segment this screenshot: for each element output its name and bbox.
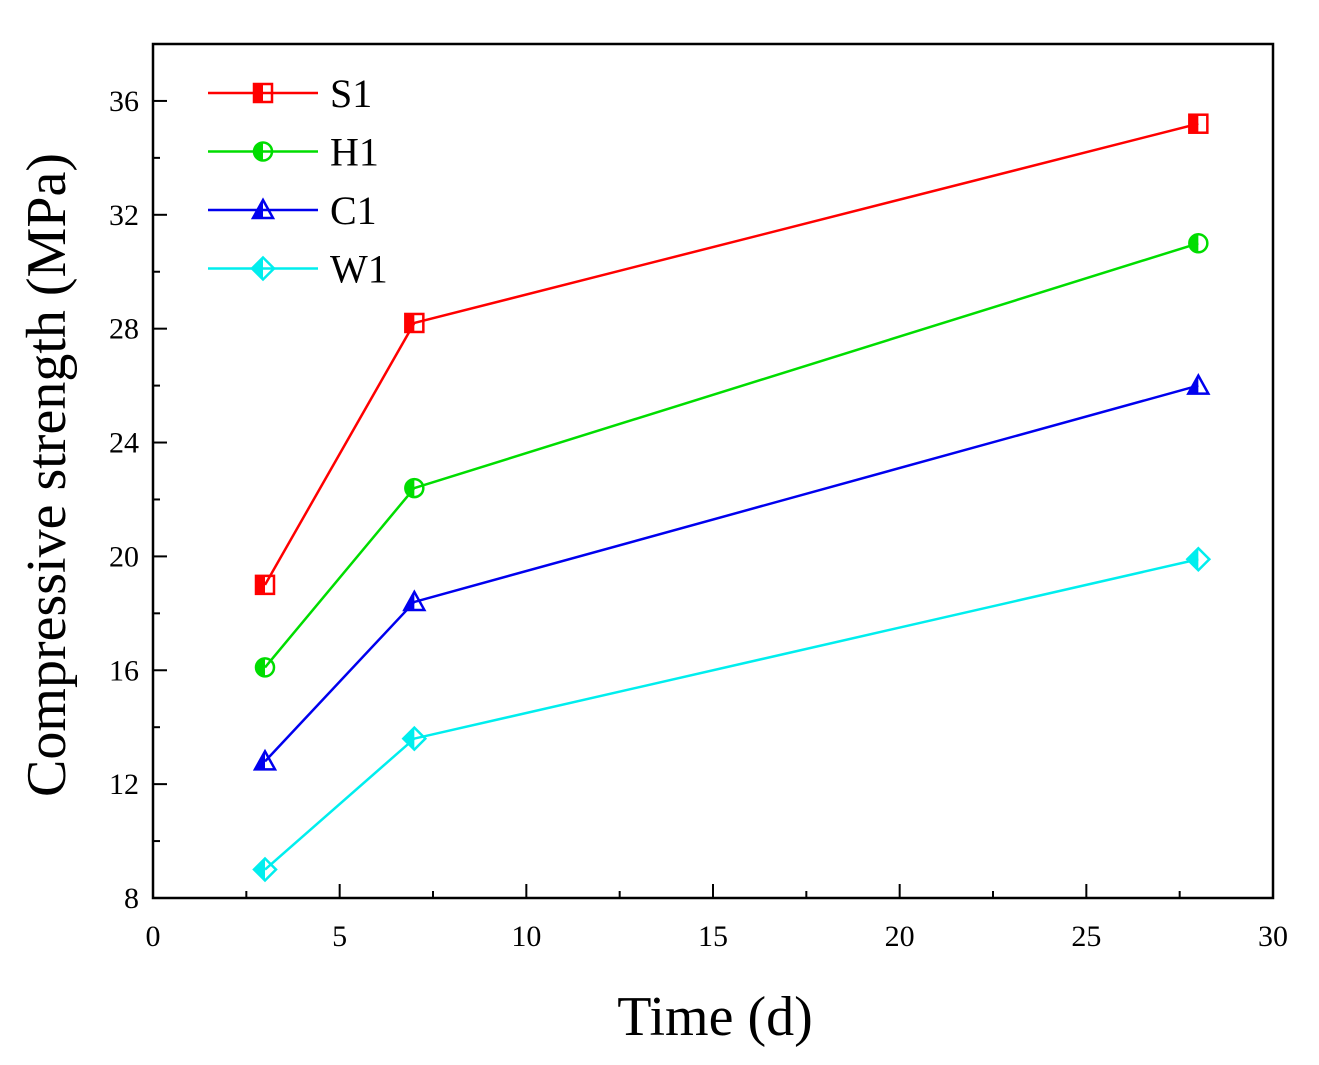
- data-point-w1: [401, 725, 428, 752]
- legend-label-c1: C1: [330, 188, 377, 233]
- legend-label-h1: H1: [330, 130, 379, 175]
- marker-fill: [1189, 114, 1199, 133]
- legend: S1 H1 C1 W1: [208, 71, 388, 292]
- marker-outline: [402, 589, 427, 612]
- series-line-w1: [264, 558, 1199, 871]
- marker-fill: [254, 84, 263, 102]
- y-tick-label: 12: [109, 768, 139, 801]
- marker-outline: [1188, 233, 1209, 254]
- marker-outline: [1188, 113, 1209, 134]
- series-line-c1: [264, 384, 1199, 763]
- data-point-c1: [402, 589, 427, 612]
- marker-outline: [401, 725, 428, 752]
- data-point-c1: [252, 748, 278, 771]
- plot-frame: [151, 42, 1275, 900]
- marker-outline: [252, 856, 278, 883]
- legend-marker-c1: [250, 197, 276, 220]
- marker-fill: [403, 727, 415, 750]
- data-point-s1: [404, 312, 425, 334]
- marker-outline: [1185, 546, 1212, 573]
- marker-fill: [405, 313, 415, 332]
- y-tick-label: 32: [109, 199, 139, 232]
- y-tick-label: 8: [124, 882, 139, 915]
- marker-outline: [254, 657, 276, 678]
- x-tick-label: 25: [1071, 920, 1101, 953]
- marker-fill: [256, 575, 265, 594]
- marker-fill: [252, 257, 263, 280]
- data-point-h1: [254, 657, 276, 678]
- y-axis-title: Compressive strength (MPa): [16, 153, 78, 797]
- legend-label-w1: W1: [330, 247, 388, 292]
- marker-fill: [254, 858, 265, 881]
- series-group: [252, 113, 1212, 883]
- data-point-h1: [1188, 233, 1209, 254]
- data-point-w1: [1185, 546, 1212, 573]
- y-tick-label: 16: [109, 654, 139, 687]
- legend-marker-s1: [252, 82, 274, 104]
- x-tick-label: 5: [332, 920, 347, 953]
- y-tick-label: 24: [109, 427, 139, 460]
- marker-outline: [250, 255, 276, 282]
- y-tick-label: 28: [109, 313, 139, 346]
- data-point-w1: [252, 856, 278, 883]
- marker-outline: [252, 141, 274, 162]
- data-point-s1: [1188, 113, 1209, 134]
- marker-outline: [1186, 373, 1211, 395]
- marker-outline: [252, 82, 274, 104]
- marker-outline: [254, 574, 276, 596]
- x-tick-label: 15: [698, 920, 728, 953]
- x-tick-label: 20: [885, 920, 915, 953]
- legend-marker-h1: [252, 141, 274, 162]
- x-tick-label: 30: [1258, 920, 1288, 953]
- series-line-h1: [264, 242, 1199, 669]
- marker-outline: [250, 197, 276, 220]
- marker-outline: [252, 748, 278, 771]
- data-point-c1: [1186, 373, 1211, 395]
- series-line-s1: [263, 122, 1199, 586]
- marker-outline: [404, 312, 425, 334]
- x-axis-title: Time (d): [617, 986, 813, 1048]
- marker-outline: [404, 477, 425, 499]
- y-tick-label: 36: [109, 85, 139, 118]
- plot-area: [151, 42, 1275, 900]
- legend-label-s1: S1: [330, 71, 372, 116]
- data-point-s1: [254, 574, 276, 596]
- y-tick-label: 20: [109, 540, 139, 573]
- marker-fill: [1187, 548, 1199, 571]
- axis-ticks: 0 5 10 15 20 25 30 8 12 16 20 24 28 32 36: [109, 43, 1288, 953]
- x-tick-label: 10: [511, 920, 541, 953]
- data-point-h1: [404, 477, 425, 499]
- legend-marker-w1: [250, 255, 276, 282]
- x-tick-label: 0: [146, 920, 161, 953]
